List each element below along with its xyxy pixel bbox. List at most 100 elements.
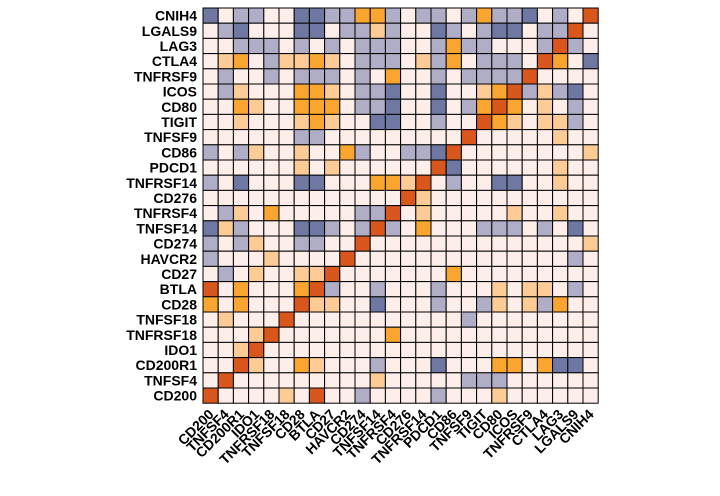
heatmap-cell: [521, 387, 538, 404]
heatmap-cell: [293, 83, 310, 100]
heatmap-cell: [536, 113, 554, 131]
heatmap-cell: [369, 53, 386, 70]
heatmap-cell: [521, 129, 538, 146]
heatmap-cell: [278, 341, 295, 359]
heatmap-cell: [536, 281, 554, 298]
heatmap-cell: [460, 220, 478, 237]
heatmap-cell: [202, 220, 219, 237]
heatmap-cell: [445, 37, 462, 55]
heatmap-cell: [232, 144, 250, 161]
heatmap-cell: [460, 129, 478, 146]
heatmap-cell: [567, 22, 584, 39]
heatmap-cell: [278, 296, 295, 313]
heatmap-cell: [308, 220, 326, 237]
heatmap-cell: [445, 296, 462, 313]
heatmap-cell: [293, 144, 310, 161]
heatmap-cell: [324, 326, 341, 343]
heatmap-cell: [308, 174, 326, 191]
heatmap-cell: [521, 205, 538, 222]
heatmap-cell: [521, 357, 538, 374]
heatmap-cell: [506, 311, 523, 328]
heatmap-cell: [415, 53, 432, 70]
heatmap-cell: [582, 68, 599, 85]
heatmap-cell: [248, 174, 265, 191]
heatmap-cell: [248, 205, 265, 222]
heatmap-cell: [400, 265, 417, 283]
heatmap-cell: [582, 265, 599, 283]
heatmap-cell: [369, 387, 386, 404]
heatmap-cell: [354, 37, 371, 55]
heatmap-cell: [232, 296, 250, 313]
heatmap-cell: [506, 144, 523, 161]
heatmap-cell: [506, 387, 523, 404]
heatmap-cell: [202, 311, 219, 328]
heatmap-cell: [354, 341, 371, 359]
heatmap-cell: [430, 326, 447, 343]
heatmap-cell: [248, 265, 265, 283]
heatmap-cell: [263, 265, 280, 283]
row-tick-label: TNFRSF9: [134, 68, 197, 84]
heatmap-cell: [202, 281, 219, 298]
heatmap-cell: [521, 53, 538, 70]
heatmap-cell: [430, 113, 447, 131]
heatmap-cell: [369, 281, 386, 298]
heatmap-cell: [339, 129, 356, 146]
heatmap-cell: [582, 372, 599, 389]
heatmap-cell: [552, 159, 569, 176]
heatmap-cell: [263, 174, 280, 191]
heatmap-cell: [324, 220, 341, 237]
heatmap-cell: [248, 250, 265, 267]
heatmap-cell: [217, 144, 234, 161]
heatmap-cell: [278, 265, 295, 283]
heatmap-cell: [415, 37, 432, 55]
heatmap-cell: [460, 83, 478, 100]
heatmap-cell: [460, 281, 478, 298]
row-tick-label: TIGIT: [161, 114, 197, 130]
heatmap-cell: [415, 341, 432, 359]
heatmap-cell: [536, 296, 554, 313]
row-tick-label: PDCD1: [150, 160, 198, 176]
heatmap-cell: [278, 53, 295, 70]
heatmap-cell: [354, 129, 371, 146]
heatmap-cell: [308, 265, 326, 283]
heatmap-cell: [582, 326, 599, 343]
row-tick-label: ICOS: [163, 84, 197, 100]
heatmap-cell: [248, 68, 265, 85]
heatmap-cell: [324, 7, 341, 24]
heatmap-cell: [263, 68, 280, 85]
heatmap-cell: [430, 129, 447, 146]
heatmap-cell: [202, 37, 219, 55]
heatmap-cell: [400, 281, 417, 298]
heatmap-cell: [308, 250, 326, 267]
heatmap-cell: [354, 235, 371, 252]
heatmap-cell: [476, 83, 493, 100]
heatmap-cell: [293, 68, 310, 85]
heatmap-cell: [521, 7, 538, 24]
heatmap-cell: [536, 83, 554, 100]
heatmap-cell: [567, 129, 584, 146]
heatmap-cell: [460, 22, 478, 39]
heatmap-cell: [567, 174, 584, 191]
heatmap-cell: [217, 37, 234, 55]
heatmap-cell: [460, 37, 478, 55]
heatmap-cell: [278, 281, 295, 298]
heatmap-cell: [232, 357, 250, 374]
heatmap-cell: [491, 220, 508, 237]
heatmap-cell: [415, 311, 432, 328]
heatmap-cell: [552, 387, 569, 404]
heatmap-cell: [536, 205, 554, 222]
heatmap-cell: [460, 144, 478, 161]
heatmap-cell: [567, 68, 584, 85]
heatmap-cell: [369, 98, 386, 115]
row-tick-label: TNFSF14: [136, 220, 197, 236]
heatmap-cell: [324, 83, 341, 100]
heatmap-cell: [445, 235, 462, 252]
heatmap-cell: [476, 159, 493, 176]
heatmap-cell: [476, 37, 493, 55]
heatmap-cell: [339, 53, 356, 70]
heatmap-cell: [217, 326, 234, 343]
heatmap-cell: [430, 144, 447, 161]
heatmap-cell: [384, 129, 402, 146]
heatmap-cell: [400, 220, 417, 237]
heatmap-cell: [536, 98, 554, 115]
